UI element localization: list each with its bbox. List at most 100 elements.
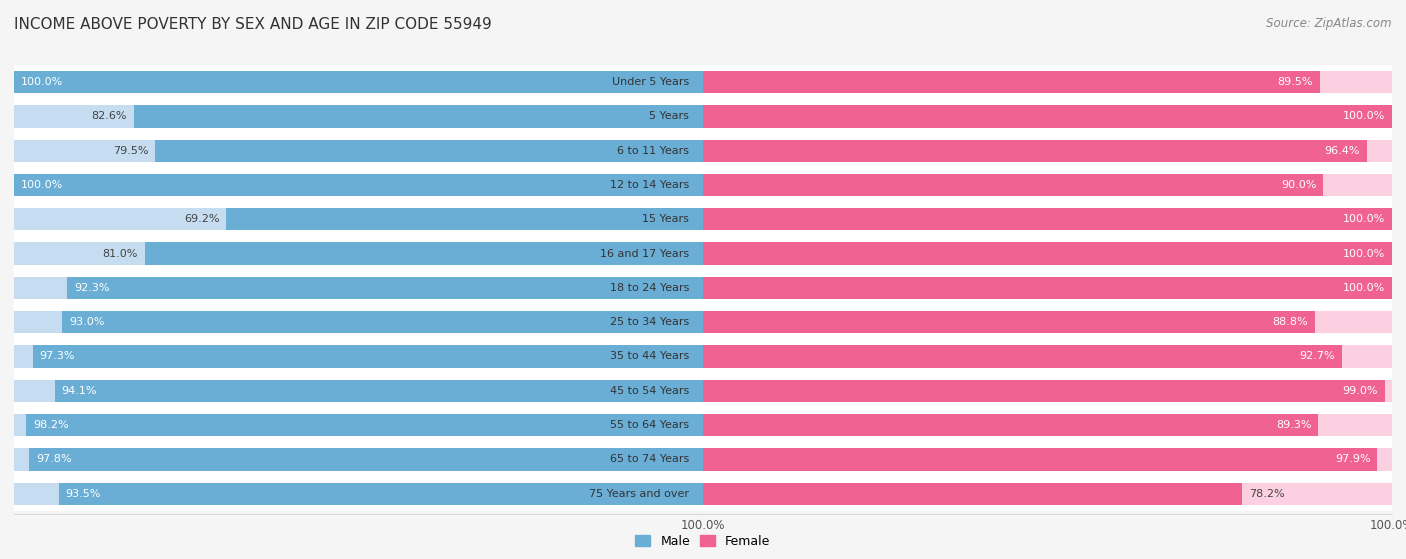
Bar bbox=[14, 105, 703, 127]
Text: 65 to 74 Years: 65 to 74 Years bbox=[610, 454, 689, 465]
Bar bbox=[14, 174, 703, 196]
Text: 94.1%: 94.1% bbox=[62, 386, 97, 396]
Bar bbox=[703, 65, 1392, 100]
Text: 12 to 14 Years: 12 to 14 Years bbox=[610, 180, 689, 190]
Bar bbox=[14, 208, 703, 230]
Bar bbox=[703, 243, 1392, 265]
Text: 18 to 24 Years: 18 to 24 Years bbox=[610, 283, 689, 293]
Text: 25 to 34 Years: 25 to 34 Years bbox=[610, 317, 689, 327]
Text: 96.4%: 96.4% bbox=[1324, 146, 1360, 155]
Bar bbox=[703, 271, 1392, 305]
Bar bbox=[703, 71, 1320, 93]
Legend: Male, Female: Male, Female bbox=[630, 530, 776, 553]
Bar bbox=[14, 448, 703, 471]
Text: 93.5%: 93.5% bbox=[66, 489, 101, 499]
Text: 78.2%: 78.2% bbox=[1249, 489, 1284, 499]
Text: 81.0%: 81.0% bbox=[103, 249, 138, 259]
Text: 90.0%: 90.0% bbox=[1281, 180, 1316, 190]
Bar bbox=[703, 174, 1392, 196]
Bar bbox=[14, 71, 703, 93]
Bar bbox=[703, 345, 1392, 368]
Bar bbox=[14, 71, 703, 93]
Bar bbox=[14, 442, 703, 476]
Bar bbox=[14, 476, 703, 511]
Bar bbox=[14, 373, 703, 408]
Bar bbox=[14, 65, 703, 100]
Text: Source: ZipAtlas.com: Source: ZipAtlas.com bbox=[1267, 17, 1392, 30]
Bar bbox=[703, 380, 1385, 402]
Text: 92.7%: 92.7% bbox=[1299, 352, 1334, 362]
Text: 92.3%: 92.3% bbox=[75, 283, 110, 293]
Bar bbox=[14, 168, 703, 202]
Bar bbox=[703, 105, 1392, 127]
Text: 89.5%: 89.5% bbox=[1277, 77, 1313, 87]
Text: 6 to 11 Years: 6 to 11 Years bbox=[617, 146, 689, 155]
Text: Under 5 Years: Under 5 Years bbox=[612, 77, 689, 87]
Bar bbox=[703, 174, 1323, 196]
Bar bbox=[703, 208, 1392, 230]
Bar bbox=[703, 414, 1319, 436]
Bar bbox=[703, 442, 1392, 476]
Bar bbox=[703, 448, 1392, 471]
Bar bbox=[14, 311, 703, 333]
Text: 97.3%: 97.3% bbox=[39, 352, 75, 362]
Bar bbox=[703, 414, 1392, 436]
Bar bbox=[703, 339, 1392, 373]
Bar bbox=[703, 311, 1392, 333]
Bar bbox=[703, 140, 1367, 162]
Text: 97.9%: 97.9% bbox=[1334, 454, 1371, 465]
Bar bbox=[14, 174, 703, 196]
Text: 93.0%: 93.0% bbox=[69, 317, 104, 327]
Text: 35 to 44 Years: 35 to 44 Years bbox=[610, 352, 689, 362]
Text: 100.0%: 100.0% bbox=[21, 77, 63, 87]
Bar bbox=[703, 168, 1392, 202]
Bar bbox=[27, 414, 703, 436]
Text: 69.2%: 69.2% bbox=[184, 214, 219, 224]
Bar bbox=[14, 305, 703, 339]
Bar bbox=[14, 482, 703, 505]
Bar bbox=[703, 476, 1392, 511]
Text: 100.0%: 100.0% bbox=[1343, 249, 1385, 259]
Bar bbox=[703, 134, 1392, 168]
Bar bbox=[703, 345, 1341, 368]
Text: 15 Years: 15 Years bbox=[643, 214, 689, 224]
Text: 89.3%: 89.3% bbox=[1275, 420, 1312, 430]
Text: 16 and 17 Years: 16 and 17 Years bbox=[600, 249, 689, 259]
Bar bbox=[32, 345, 703, 368]
Bar bbox=[14, 140, 703, 162]
Bar bbox=[703, 373, 1392, 408]
Bar bbox=[703, 482, 1392, 505]
Text: 100.0%: 100.0% bbox=[1343, 214, 1385, 224]
Bar bbox=[14, 243, 703, 265]
Bar bbox=[14, 277, 703, 299]
Bar bbox=[703, 380, 1392, 402]
Text: 98.2%: 98.2% bbox=[34, 420, 69, 430]
Text: 75 Years and over: 75 Years and over bbox=[589, 489, 689, 499]
Bar bbox=[703, 140, 1392, 162]
Bar bbox=[14, 236, 703, 271]
Bar bbox=[14, 408, 703, 442]
Bar bbox=[155, 140, 703, 162]
Bar bbox=[703, 71, 1392, 93]
Text: 100.0%: 100.0% bbox=[1343, 111, 1385, 121]
Bar bbox=[703, 482, 1241, 505]
Bar bbox=[62, 311, 703, 333]
Bar bbox=[59, 482, 703, 505]
Bar bbox=[703, 305, 1392, 339]
Bar bbox=[14, 380, 703, 402]
Text: 97.8%: 97.8% bbox=[37, 454, 72, 465]
Bar bbox=[14, 345, 703, 368]
Bar bbox=[703, 105, 1392, 127]
Bar bbox=[30, 448, 703, 471]
Bar bbox=[703, 243, 1392, 265]
Bar bbox=[14, 134, 703, 168]
Bar bbox=[134, 105, 703, 127]
Bar bbox=[703, 277, 1392, 299]
Text: 100.0%: 100.0% bbox=[21, 180, 63, 190]
Bar bbox=[703, 448, 1378, 471]
Text: 5 Years: 5 Years bbox=[650, 111, 689, 121]
Bar bbox=[67, 277, 703, 299]
Bar bbox=[55, 380, 703, 402]
Text: 100.0%: 100.0% bbox=[1343, 283, 1385, 293]
Text: 55 to 64 Years: 55 to 64 Years bbox=[610, 420, 689, 430]
